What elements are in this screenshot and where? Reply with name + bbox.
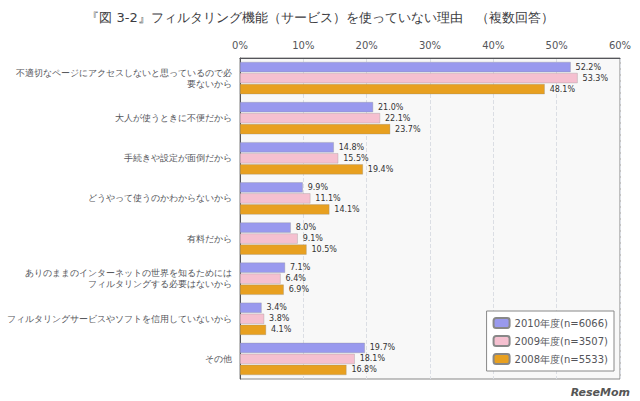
svg-text:30%: 30% [419,40,441,51]
svg-text:21.0%: 21.0% [378,103,404,112]
svg-text:有料だから: 有料だから [187,234,232,244]
svg-text:53.3%: 53.3% [583,74,609,83]
svg-text:14.8%: 14.8% [339,143,365,152]
svg-text:9.9%: 9.9% [308,183,329,192]
svg-text:フィルタリングする必要はないから: フィルタリングする必要はないから [88,279,232,289]
svg-text:40%: 40% [482,40,504,51]
svg-text:『図 3-2』フィルタリング機能（サービス）を使っていない理: 『図 3-2』フィルタリング機能（サービス）を使っていない理由 （複数回答） [86,10,553,25]
svg-text:52.2%: 52.2% [576,63,602,72]
svg-text:16.8%: 16.8% [351,365,377,374]
svg-text:不適切なページにアクセスしないと思っているので必: 不適切なページにアクセスしないと思っているので必 [16,68,232,78]
svg-text:6.9%: 6.9% [289,285,310,294]
svg-text:15.5%: 15.5% [343,154,369,163]
svg-text:8.0%: 8.0% [296,223,317,232]
svg-text:18.1%: 18.1% [360,354,386,363]
svg-text:10.5%: 10.5% [312,245,338,254]
svg-text:50%: 50% [546,40,568,51]
svg-text:0%: 0% [232,40,248,51]
svg-text:3.8%: 3.8% [269,314,290,323]
svg-text:7.1%: 7.1% [290,263,311,272]
svg-text:大人が使うときに不便だから: 大人が使うときに不便だから [115,113,232,123]
svg-text:19.4%: 19.4% [368,165,394,174]
svg-text:6.4%: 6.4% [286,274,307,283]
svg-text:60%: 60% [609,40,631,51]
svg-text:9.1%: 9.1% [303,234,324,243]
svg-text:14.1%: 14.1% [334,205,360,214]
svg-text:10%: 10% [292,40,314,51]
svg-text:要ないから: 要ないから [187,79,232,89]
svg-text:ReseMom: ReseMom [571,386,630,399]
svg-text:手続きや設定が面倒だから: 手続きや設定が面倒だから [124,153,232,163]
svg-text:4.1%: 4.1% [271,325,292,334]
svg-text:どうやって使うのかわからないから: どうやって使うのかわからないから [88,193,232,203]
svg-text:2008年度(n=5533): 2008年度(n=5533) [515,354,609,365]
svg-text:ありのままのインターネットの世界を知るためには: ありのままのインターネットの世界を知るためには [25,268,232,278]
svg-text:2009年度(n=3507): 2009年度(n=3507) [515,336,609,347]
svg-text:11.1%: 11.1% [315,194,341,203]
svg-text:2010年度(n=6066): 2010年度(n=6066) [515,318,609,329]
svg-text:22.1%: 22.1% [385,114,411,123]
svg-text:その他: その他 [205,354,232,364]
svg-text:20%: 20% [356,40,378,51]
svg-text:23.7%: 23.7% [395,125,421,134]
svg-text:19.7%: 19.7% [370,343,396,352]
svg-text:48.1%: 48.1% [550,85,576,94]
svg-text:フィルタリングサービスやソフトを信用していないから: フィルタリングサービスやソフトを信用していないから [7,314,232,324]
svg-text:3.4%: 3.4% [267,303,288,312]
